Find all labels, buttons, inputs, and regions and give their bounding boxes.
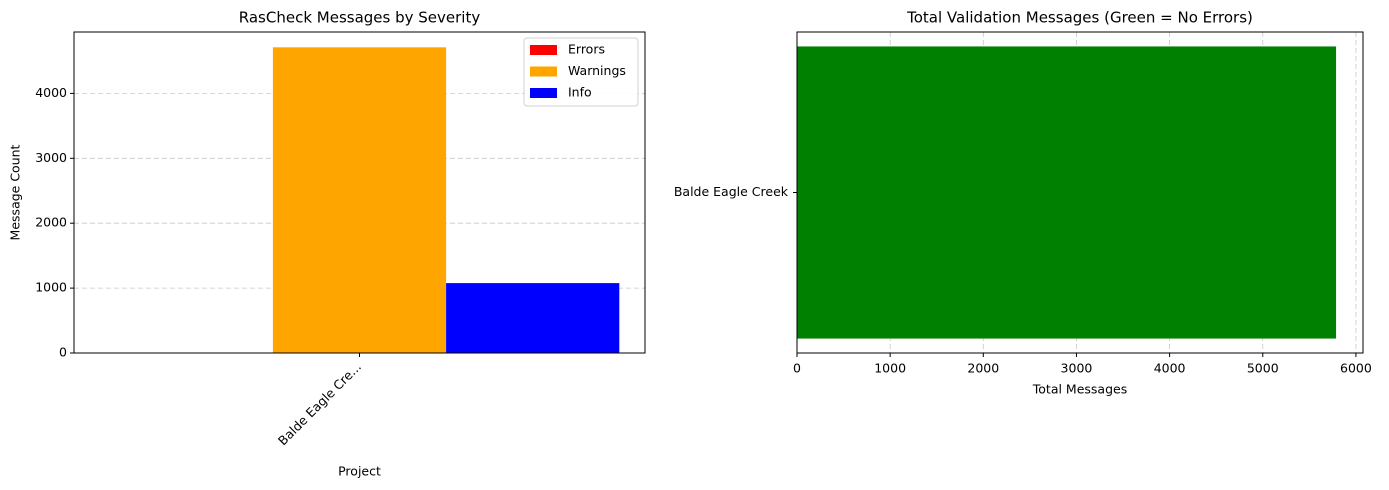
y-tick-label: 1000 bbox=[35, 280, 67, 295]
x-tick-label: 1000 bbox=[874, 361, 906, 376]
x-tick-label: 2000 bbox=[967, 361, 999, 376]
legend-label: Errors bbox=[568, 42, 605, 57]
y-tick-label: 4000 bbox=[35, 85, 67, 100]
bar bbox=[272, 47, 447, 353]
y-tick-label: 0 bbox=[59, 345, 67, 360]
axes-frame bbox=[73, 31, 646, 354]
legend-label: Warnings bbox=[568, 63, 626, 78]
y-tick-label: 2000 bbox=[35, 215, 67, 230]
x-axis-label: Project bbox=[338, 464, 381, 479]
y-axis-label: Message Count bbox=[8, 144, 23, 240]
legend-label: Info bbox=[568, 85, 592, 100]
y-tick-label: Balde Eagle Creek bbox=[674, 184, 789, 199]
legend-swatch bbox=[530, 45, 557, 55]
axes-frame bbox=[796, 31, 1364, 354]
x-tick-label: 3000 bbox=[1061, 361, 1093, 376]
x-tick-label: 5000 bbox=[1247, 361, 1279, 376]
x-tick-label: Balde Eagle Cre... bbox=[275, 359, 364, 448]
x-tick-label: 6000 bbox=[1340, 361, 1372, 376]
chart-title: Total Validation Messages (Green = No Er… bbox=[906, 9, 1253, 27]
legend-swatch bbox=[530, 66, 557, 77]
x-tick-label: 0 bbox=[793, 361, 801, 376]
bar bbox=[797, 46, 1337, 339]
bar bbox=[446, 283, 620, 353]
y-tick-label: 3000 bbox=[35, 150, 67, 165]
chart-title: RasCheck Messages by Severity bbox=[239, 9, 481, 27]
legend-swatch bbox=[530, 88, 557, 98]
x-axis-label: Total Messages bbox=[1032, 382, 1127, 397]
x-tick-label: 4000 bbox=[1154, 361, 1186, 376]
